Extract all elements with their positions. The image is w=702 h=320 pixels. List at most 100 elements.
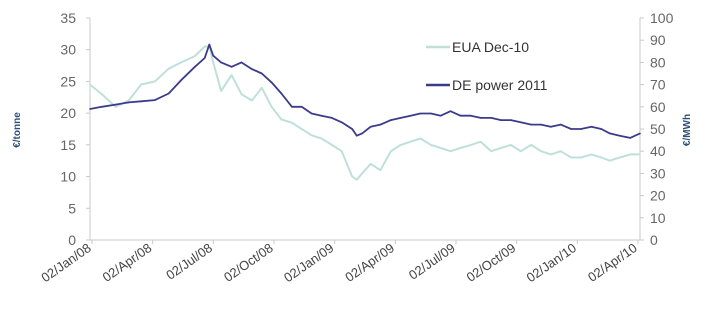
data-point-eua-dec-10: [140, 83, 142, 86]
left-tick-label: 35: [60, 10, 76, 26]
series-group: [89, 43, 641, 181]
data-point-de-power-2011: [261, 72, 263, 75]
data-point-de-power-2011: [291, 106, 293, 108]
data-point-eua-dec-10: [369, 163, 372, 165]
data-point-de-power-2011: [351, 128, 354, 130]
data-point-de-power-2011: [459, 114, 462, 117]
data-point-de-power-2011: [167, 92, 170, 95]
data-point-de-power-2011: [570, 128, 572, 130]
data-point-de-power-2011: [600, 128, 603, 130]
data-point-eua-dec-10: [270, 106, 273, 108]
data-point-de-power-2011: [439, 114, 442, 117]
data-point-de-power-2011: [419, 112, 422, 115]
x-tick-label: 02/Apr/10: [585, 240, 640, 285]
data-point-eua-dec-10: [519, 150, 522, 152]
data-point-eua-dec-10: [618, 156, 621, 159]
right-tick-label: 80: [650, 54, 666, 70]
data-point-eua-dec-10: [409, 140, 412, 143]
left-tick-label: 10: [60, 169, 76, 185]
data-point-eua-dec-10: [331, 144, 333, 146]
data-point-de-power-2011: [369, 126, 372, 128]
right-tick-label: 90: [650, 32, 666, 48]
data-point-eua-dec-10: [570, 156, 572, 159]
data-point-eua-dec-10: [419, 137, 422, 140]
x-axis-ticks: 02/Jan/08 02/Apr/08 02/Jul/08 02/Oct/08 02/J…: [38, 240, 640, 285]
data-point-eua-dec-10: [230, 74, 233, 76]
x-tick-label: 02/Jul/08: [163, 240, 215, 283]
data-point-de-power-2011: [490, 117, 493, 119]
legend-label-de-power-2011: DE power 2011: [452, 77, 548, 93]
left-tick-label: 30: [60, 42, 76, 58]
data-point-de-power-2011: [540, 123, 542, 126]
data-point-de-power-2011: [212, 54, 214, 57]
data-point-de-power-2011: [470, 114, 472, 117]
data-point-de-power-2011: [399, 117, 402, 119]
data-point-eua-dec-10: [510, 144, 512, 146]
data-point-eua-dec-10: [390, 150, 392, 152]
legend: EUA Dec-10 DE power 2011: [426, 39, 548, 93]
data-point-de-power-2011: [409, 114, 412, 117]
left-tick-label: 15: [60, 137, 76, 153]
data-point-eua-dec-10: [629, 153, 631, 156]
right-tick-label: 20: [650, 188, 666, 204]
data-point-eua-dec-10: [351, 175, 354, 178]
data-point-de-power-2011: [194, 66, 196, 68]
data-point-de-power-2011: [430, 112, 432, 115]
data-point-de-power-2011: [230, 66, 233, 68]
data-point-de-power-2011: [220, 61, 222, 64]
data-point-de-power-2011: [629, 137, 631, 139]
data-point-de-power-2011: [500, 119, 502, 121]
data-point-de-power-2011: [340, 121, 343, 124]
x-tick-label: 02/Oct/09: [464, 240, 519, 285]
data-point-eua-dec-10: [490, 150, 493, 152]
series-line-de-power-2011: [89, 43, 641, 139]
data-point-eua-dec-10: [240, 93, 243, 95]
left-axis-title: €/tonne: [12, 112, 23, 148]
data-point-de-power-2011: [154, 99, 156, 101]
data-point-de-power-2011: [320, 114, 323, 117]
data-point-eua-dec-10: [459, 147, 462, 149]
left-tick-label: 5: [68, 200, 76, 216]
data-point-eua-dec-10: [470, 144, 472, 146]
data-point-eua-dec-10: [310, 134, 313, 137]
x-tick-label: 02/Apr/09: [342, 240, 397, 285]
data-point-eua-dec-10: [203, 45, 206, 48]
left-tick-label: 0: [68, 232, 76, 248]
right-tick-label: 60: [650, 99, 666, 115]
data-point-eua-dec-10: [180, 61, 182, 64]
x-tick-label: 02/Apr/08: [100, 240, 155, 285]
data-point-de-power-2011: [203, 57, 206, 59]
data-point-eua-dec-10: [479, 140, 482, 143]
right-tick-label: 10: [650, 210, 666, 226]
data-point-eua-dec-10: [320, 137, 323, 140]
data-point-de-power-2011: [310, 112, 313, 115]
x-tick-label: 02/Jan/10: [524, 240, 579, 285]
data-point-de-power-2011: [356, 134, 358, 137]
data-point-eua-dec-10: [439, 147, 442, 149]
x-tick-label: 02/Jan/08: [38, 240, 93, 285]
data-point-eua-dec-10: [212, 61, 214, 64]
data-point-de-power-2011: [479, 117, 482, 119]
data-point-eua-dec-10: [280, 118, 283, 121]
data-point-eua-dec-10: [167, 67, 170, 70]
data-point-eua-dec-10: [291, 121, 293, 124]
data-point-eua-dec-10: [500, 147, 502, 149]
data-point-de-power-2011: [300, 106, 303, 108]
right-tick-label: 0: [650, 232, 658, 248]
data-point-de-power-2011: [101, 106, 103, 108]
left-axis-ticks: 0 5 10 15 20 25 30 35: [60, 10, 90, 248]
data-point-de-power-2011: [114, 103, 117, 106]
data-point-de-power-2011: [390, 119, 392, 121]
axes-group: [89, 18, 641, 241]
data-point-de-power-2011: [270, 81, 273, 84]
data-point-eua-dec-10: [430, 144, 432, 146]
left-tick-label: 25: [60, 73, 76, 89]
data-point-eua-dec-10: [101, 93, 103, 95]
data-point-eua-dec-10: [340, 150, 343, 152]
data-point-eua-dec-10: [220, 90, 222, 92]
data-point-eua-dec-10: [399, 144, 402, 146]
data-point-eua-dec-10: [356, 178, 358, 181]
data-point-eua-dec-10: [361, 172, 363, 175]
x-tick-label: 02/Jan/09: [281, 240, 336, 285]
